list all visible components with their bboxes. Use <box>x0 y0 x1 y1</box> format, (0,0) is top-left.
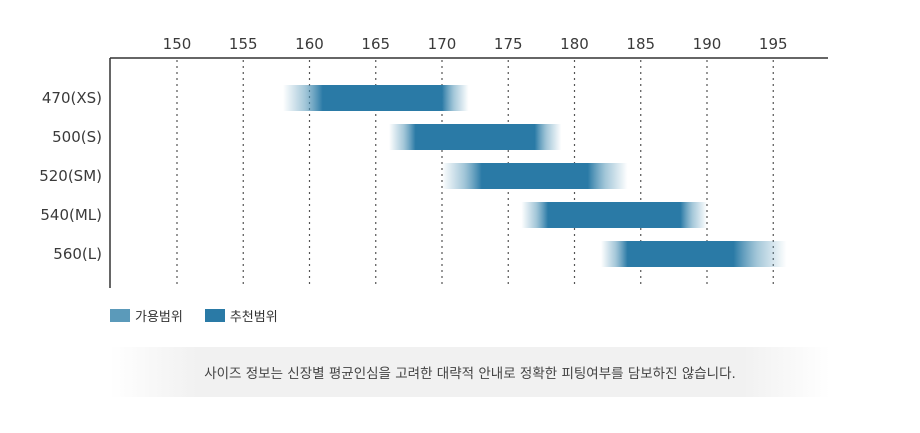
range-bar-0 <box>283 85 469 111</box>
range-bar-3 <box>521 202 707 228</box>
legend-item-available: 가용범위 <box>110 306 183 325</box>
size-chart: 150 155 160 165 170 175 180 185 190 195 470(XS) 500… <box>39 35 828 288</box>
category-label-1: 500(S) <box>52 128 102 146</box>
category-label-2: 520(SM) <box>39 167 102 185</box>
disclaimer-notice: 사이즈 정보는 신장별 평균인심을 고려한 대략적 안내로 정확한 피팅여부를 … <box>110 347 830 397</box>
x-tick-label-150: 150 <box>163 35 192 53</box>
axis-labels: 150 155 160 165 170 175 180 185 190 195 470(XS) 500… <box>39 35 787 263</box>
x-tick-label-160: 160 <box>295 35 324 53</box>
disclaimer-text: 사이즈 정보는 신장별 평균인심을 고려한 대략적 안내로 정확한 피팅여부를 … <box>204 366 736 382</box>
x-tick-label-175: 175 <box>494 35 523 53</box>
legend-swatch-available <box>110 309 130 322</box>
range-bars <box>283 85 787 267</box>
category-label-4: 560(L) <box>53 245 102 263</box>
category-label-3: 540(ML) <box>40 206 102 224</box>
x-tick-label-195: 195 <box>759 35 788 53</box>
legend-label-available: 가용범위 <box>135 310 183 325</box>
legend: 가용범위 추천범위 <box>110 306 300 325</box>
x-tick-label-190: 190 <box>693 35 722 53</box>
legend-swatch-recommended <box>204 309 225 322</box>
category-label-0: 470(XS) <box>42 89 102 107</box>
x-tick-label-155: 155 <box>229 35 258 53</box>
range-bar-2 <box>442 163 628 189</box>
axes <box>109 57 828 288</box>
x-tick-label-185: 185 <box>626 35 655 53</box>
range-bar-1 <box>389 124 562 150</box>
legend-label-recommended: 추천범위 <box>229 310 278 325</box>
range-bar-4 <box>601 241 787 267</box>
x-tick-label-180: 180 <box>560 35 589 53</box>
x-tick-label-170: 170 <box>428 35 457 53</box>
legend-item-recommended: 추천범위 <box>204 306 278 325</box>
x-tick-label-165: 165 <box>361 35 390 53</box>
